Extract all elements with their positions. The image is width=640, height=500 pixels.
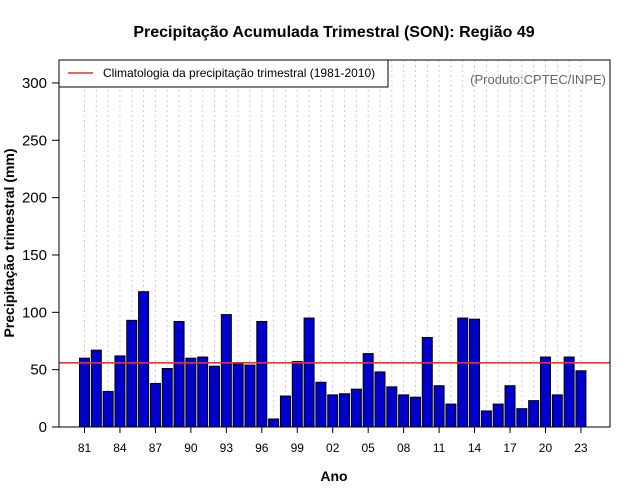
x-tick-label: 11 bbox=[433, 441, 446, 455]
bar-1989 bbox=[173, 320, 185, 428]
y-tick-label: 150 bbox=[22, 247, 47, 264]
bar-2013 bbox=[457, 317, 469, 428]
y-axis: 0 50 100 150 200 250 300 bbox=[22, 75, 59, 436]
bar-1995 bbox=[244, 364, 256, 428]
bar-1984 bbox=[114, 355, 126, 428]
bar-2002 bbox=[327, 394, 339, 428]
y-tick-label: 200 bbox=[22, 190, 47, 207]
bar-1982 bbox=[90, 349, 102, 428]
bar-1987 bbox=[149, 382, 161, 428]
bar-1985 bbox=[126, 319, 138, 428]
bar-1998 bbox=[279, 395, 291, 428]
x-tick-label: 87 bbox=[149, 441, 163, 455]
bar-1986 bbox=[138, 291, 150, 428]
bar-2004 bbox=[350, 388, 362, 428]
bar-2001 bbox=[315, 381, 327, 428]
y-tick-label: 50 bbox=[30, 362, 47, 379]
bar-2022 bbox=[563, 356, 575, 428]
bar-2023 bbox=[575, 370, 587, 428]
bar-1991 bbox=[197, 356, 209, 428]
bar-2009 bbox=[409, 396, 421, 428]
legend: Climatologia da precipitação trimestral … bbox=[58, 59, 389, 88]
bar-2008 bbox=[398, 394, 410, 428]
bar-1981 bbox=[79, 357, 90, 428]
x-tick-label: 93 bbox=[220, 441, 234, 455]
bar-2000 bbox=[303, 317, 315, 428]
x-tick-label: 84 bbox=[113, 441, 127, 455]
x-tick-label: 05 bbox=[362, 441, 376, 455]
bar-2003 bbox=[339, 393, 351, 428]
bar-2007 bbox=[386, 386, 398, 428]
x-tick-label: 23 bbox=[574, 441, 588, 455]
x-tick-label: 90 bbox=[184, 441, 198, 455]
legend-entry-climatology: Climatologia da precipitação trimestral … bbox=[103, 66, 375, 80]
bar-1994 bbox=[232, 363, 244, 428]
x-tick-label: 81 bbox=[78, 441, 92, 455]
y-axis-title: Precipitação trimestral (mm) bbox=[1, 148, 17, 337]
x-tick-label: 99 bbox=[291, 441, 305, 455]
bar-1996 bbox=[256, 320, 268, 428]
bar-2016 bbox=[492, 403, 504, 428]
x-tick-label: 02 bbox=[326, 441, 340, 455]
source-note: (Produto:CPTEC/INPE) bbox=[470, 72, 606, 87]
bar-1997 bbox=[268, 418, 280, 428]
bar-1992 bbox=[209, 365, 221, 428]
bar-2014 bbox=[469, 318, 481, 428]
grid-layer bbox=[84, 60, 582, 427]
bar-2019 bbox=[528, 400, 540, 428]
y-tick-label: 250 bbox=[22, 132, 47, 149]
x-tick-label: 96 bbox=[255, 441, 269, 455]
x-axis: 81 84 87 90 93 96 99 02 05 08 11 14 17 20 23 bbox=[78, 427, 588, 455]
bar-2010 bbox=[421, 337, 433, 428]
x-tick-label: 14 bbox=[468, 441, 482, 455]
bar-2012 bbox=[445, 403, 457, 428]
legend-box bbox=[58, 59, 389, 88]
bar-1983 bbox=[102, 390, 114, 428]
x-tick-label: 08 bbox=[397, 441, 411, 455]
bar-1990 bbox=[185, 357, 197, 428]
y-tick-label: 300 bbox=[22, 75, 47, 92]
bar-1988 bbox=[161, 368, 173, 428]
bar-2020 bbox=[539, 356, 551, 428]
x-tick-label: 20 bbox=[539, 441, 553, 455]
bar-2017 bbox=[504, 385, 516, 428]
bar-2011 bbox=[433, 385, 445, 428]
bar-2015 bbox=[480, 410, 492, 428]
x-axis-title: Ano bbox=[320, 468, 347, 484]
bar-2005 bbox=[362, 353, 374, 428]
bar-1993 bbox=[220, 314, 232, 428]
bar-1999 bbox=[291, 361, 303, 428]
y-tick-label: 0 bbox=[39, 419, 47, 436]
bar-2018 bbox=[516, 408, 528, 428]
bar-2021 bbox=[551, 394, 563, 428]
bar-2006 bbox=[374, 371, 386, 428]
y-tick-label: 100 bbox=[22, 304, 47, 321]
bar-layer bbox=[79, 291, 587, 428]
chart-title: Precipitação Acumulada Trimestral (SON):… bbox=[133, 24, 534, 41]
x-tick-label: 17 bbox=[503, 441, 517, 455]
